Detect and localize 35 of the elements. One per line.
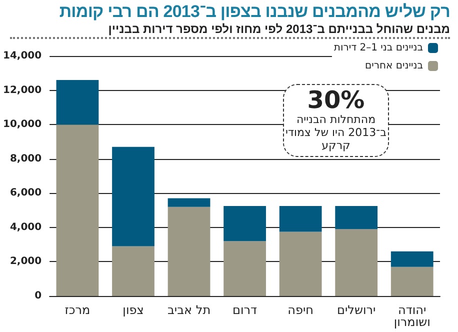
y-tick-label: 2,000 xyxy=(10,256,42,268)
x-tick-label: ירושלים xyxy=(336,303,376,317)
bar xyxy=(335,206,378,230)
legend-label: בניינים בני 1–2 דירות xyxy=(334,42,424,54)
y-tick-label: 8,000 xyxy=(10,153,42,164)
chart-subtitle: מבנים שהוחל בבנייתם ב־2013 לפי מחוז ולפי מספר דירות בבניין xyxy=(107,22,450,36)
bar xyxy=(112,146,154,246)
y-tick-label: 12,000 xyxy=(2,84,42,96)
bar xyxy=(224,206,266,242)
bar xyxy=(390,251,434,267)
bar xyxy=(112,246,154,296)
y-tick-label: 0 xyxy=(34,290,42,302)
chart-title: רק שליש מהמבנים שנבנו בצפון ב־2013 הם רבי קומות xyxy=(58,1,450,22)
x-tick-label: מרכז xyxy=(64,303,90,317)
bar xyxy=(279,206,322,232)
annotation: מהתחלות הבנייה ב־2013 היו של צמודי קרקע xyxy=(284,113,388,152)
y-tick-label: 14,000 xyxy=(2,50,42,62)
legend-label: בניינים אחרים xyxy=(364,60,424,72)
bar xyxy=(168,206,210,296)
x-tick-label: יהודה ושומרון xyxy=(394,303,430,329)
bar xyxy=(335,229,378,296)
x-tick-label: תל אביב xyxy=(167,303,211,317)
y-tick-label: 6,000 xyxy=(10,188,42,199)
bar xyxy=(279,232,322,296)
bar xyxy=(168,198,210,207)
x-tick-label: צפון xyxy=(122,303,144,317)
x-tick-label: חיפה xyxy=(288,303,314,317)
bar xyxy=(56,80,99,125)
annotation: 30% xyxy=(306,86,366,114)
bar xyxy=(224,241,266,296)
y-tick-label: 10,000 xyxy=(2,119,42,130)
bar xyxy=(390,266,434,296)
x-tick-label: דרום xyxy=(232,303,258,317)
bar xyxy=(56,124,99,296)
y-tick-label: 4,000 xyxy=(10,222,42,233)
